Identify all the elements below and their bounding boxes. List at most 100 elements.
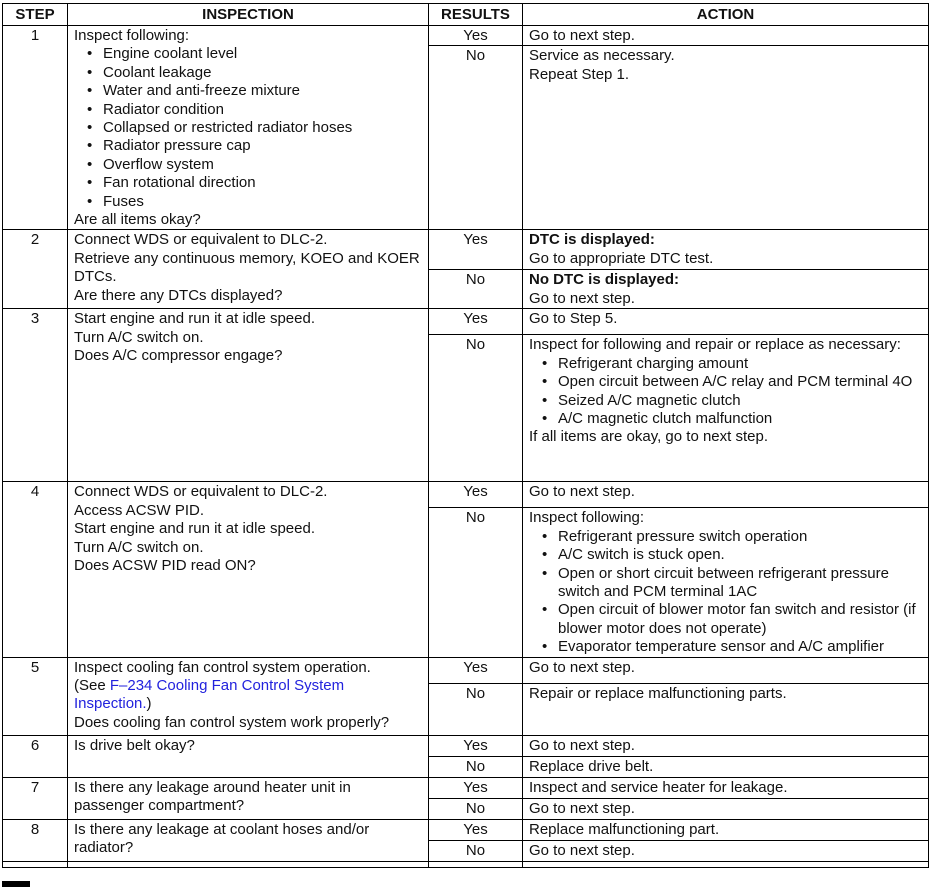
table-row: 5 Inspect cooling fan control system oper… [2, 656, 929, 736]
truncated-cell [67, 860, 429, 868]
text-span: Go to next step. [529, 658, 635, 676]
text-span: Access ACSW PID. [74, 501, 205, 519]
table-row: 7 Is there any leakage around heater unit… [2, 776, 929, 820]
inspection-cell: Connect WDS or equivalent to DLC-2. Acces… [67, 481, 429, 658]
text-span: Inspect and service heater for leakage. [529, 778, 788, 796]
text-line: Replace malfunctioning part. [529, 821, 924, 839]
bullet-line: • Overflow system [74, 156, 424, 174]
bullet-icon: • [87, 82, 93, 100]
action-cell: Repair or replace malfunctioning parts. [522, 682, 929, 736]
text-line: Go to next step. [529, 483, 924, 501]
bullet-line: • A/C switch is stuck open. [529, 546, 924, 564]
text-span: Inspect for following and repair or repl… [529, 336, 901, 354]
table-row: No Service as necessary. Repeat Step 1. [3, 45, 929, 231]
text-span: Inspect following: [529, 509, 645, 527]
bullet-icon: • [87, 192, 93, 210]
result-cell: No [428, 45, 523, 231]
result-cell: No [428, 507, 523, 658]
text-line: Go to appropriate DTC test. [529, 250, 924, 268]
bullet-line: • Open circuit between A/C relay and PCM … [529, 373, 924, 391]
action-cell: Inspect following: • Refrigerant pressure … [522, 507, 929, 658]
truncated-row [2, 860, 929, 868]
table-row: No No DTC is displayed: Go to next step. [3, 269, 929, 310]
action-cell: Replace drive belt. [522, 755, 929, 778]
truncated-cell [2, 860, 68, 868]
text-span: Go to next step. [529, 841, 635, 859]
bullet-icon: • [542, 373, 548, 391]
bullet-line: • Fuses [74, 193, 424, 211]
bullet-line: • Seized A/C magnetic clutch [529, 392, 924, 410]
text-span: Is there any leakage around heater unit … [74, 778, 351, 814]
action-cell: Go to next step. [522, 797, 929, 820]
text-span: Open circuit between A/C relay and PCM t… [558, 373, 913, 391]
bullet-line: • Engine coolant level [74, 45, 424, 63]
text-span: (See [74, 676, 110, 694]
bullet-icon: • [87, 100, 93, 118]
bullet-icon: • [87, 63, 93, 81]
bullet-icon: • [87, 137, 93, 155]
text-span: Go to next step. [529, 483, 635, 501]
text-span: Connect WDS or equivalent to DLC-2. [74, 231, 328, 249]
table-row: No Inspect following: • Refrigerant pressur… [3, 507, 929, 658]
text-line: Go to Step 5. [529, 310, 924, 328]
table-row: 3 Start engine and run it at idle speed. T… [2, 308, 929, 483]
text-line: Go to next step. [529, 737, 924, 755]
text-span: Repair or replace malfunctioning parts. [529, 684, 787, 702]
text-span: Go to next step. [529, 799, 635, 817]
text-line: Connect WDS or equivalent to DLC-2. [74, 483, 424, 501]
text-line: Go to next step. [529, 659, 924, 677]
result-cell: Yes [428, 308, 523, 336]
text-span: Refrigerant charging amount [558, 354, 749, 372]
bullet-icon: • [87, 155, 93, 173]
result-cell: No [428, 334, 523, 483]
text-line: Inspect cooling fan control system opera… [74, 659, 424, 677]
text-line: Repeat Step 1. [529, 66, 924, 84]
table-row: No Go to next step. [3, 839, 929, 862]
bullet-line: • Radiator condition [74, 101, 424, 119]
troubleshooting-table: STEP INSPECTION RESULTS ACTION 1 Inspect fol… [2, 3, 929, 868]
action-cell: Go to next step. [522, 839, 929, 862]
bullet-icon: • [542, 409, 548, 427]
text-span: Fan rotational direction [103, 174, 256, 192]
text-line: Does cooling fan control system work pro… [74, 714, 424, 732]
column-header-step: STEP [2, 3, 68, 26]
text-span: Radiator pressure cap [103, 137, 251, 155]
bullet-line: • Collapsed or restricted radiator hoses [74, 119, 424, 137]
text-span: Replace malfunctioning part. [529, 820, 720, 838]
text-line: Go to next step. [529, 800, 924, 818]
truncated-cell [522, 860, 929, 868]
text-span: Coolant leakage [103, 63, 212, 81]
action-cell: Go to next step. [522, 656, 929, 684]
inspection-cell: Is there any leakage at coolant hoses an… [67, 818, 429, 862]
table-row: 1 Inspect following: • Engine coolant level… [2, 24, 929, 231]
text-line: Go to next step. [529, 290, 924, 308]
table-row: 2 Connect WDS or equivalent to DLC-2. Retr… [2, 229, 929, 310]
action-cell: No DTC is displayed: Go to next step. [522, 269, 929, 310]
text-line: Inspect following: [529, 509, 924, 527]
text-span: Open circuit of blower motor fan switch … [558, 601, 916, 637]
bullet-icon: • [542, 391, 548, 409]
action-cell: Service as necessary. Repeat Step 1. [522, 45, 929, 231]
result-cell: No [428, 839, 523, 862]
truncated-cell [428, 860, 523, 868]
bullet-line: • Evaporator temperature sensor and A/C a… [529, 638, 924, 656]
text-span: Engine coolant level [103, 45, 238, 63]
table-row: No Inspect for following and repair or re… [3, 334, 929, 483]
bullet-line: • Radiator pressure cap [74, 137, 424, 155]
text-line: Go to next step. [529, 842, 924, 860]
cooling-fan-inspection-link[interactable]: F–234 Cooling Fan Control System Inspect… [74, 676, 345, 713]
step-cell: 8 [2, 818, 68, 862]
text-span: Water and anti-freeze mixture [103, 82, 301, 100]
action-cell: Inspect and service heater for leakage. [522, 776, 929, 799]
text-span: Turn A/C switch on. [74, 538, 204, 556]
text-span: A/C switch is stuck open. [558, 546, 725, 564]
bullet-icon: • [542, 354, 548, 372]
text-span: Are there any DTCs displayed? [74, 286, 283, 304]
text-span: Repeat Step 1. [529, 65, 630, 83]
text-span: ) [146, 695, 152, 713]
bullet-icon: • [87, 119, 93, 137]
bullet-icon: • [542, 601, 548, 619]
result-cell: Yes [428, 24, 523, 47]
result-cell: No [428, 269, 523, 310]
table-row: 6 Is drive belt okay? Yes Go to next step. [2, 734, 929, 778]
